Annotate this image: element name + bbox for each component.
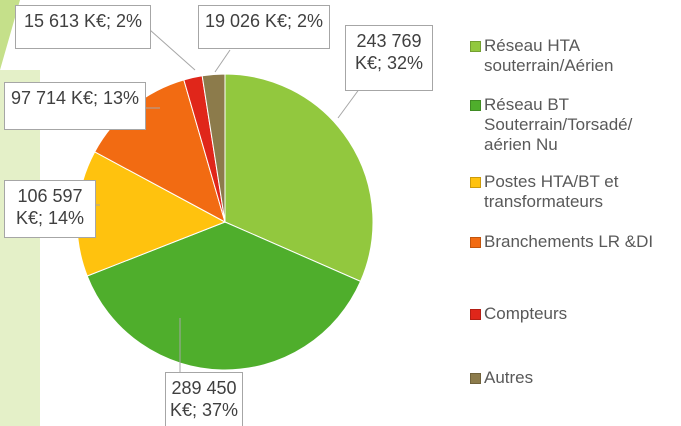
leader-line [149, 29, 196, 71]
legend-swatch [470, 373, 481, 384]
legend-item: Réseau HTA souterrain/Aérien [470, 36, 675, 76]
legend-item: Autres [470, 368, 675, 388]
legend-item: Postes HTA/BT et transformateurs [470, 172, 675, 212]
background-stripe [0, 70, 40, 426]
pie-slice [86, 221, 362, 371]
legend-swatch [470, 177, 481, 188]
legend-item: Compteurs [470, 304, 675, 324]
legend-item: Branchements LR &DI [470, 232, 675, 252]
pie-slice [224, 73, 374, 283]
legend-swatch [470, 237, 481, 248]
data-label: 243 769 K€; 32% [345, 25, 433, 91]
legend-label: Branchements LR &DI [484, 232, 654, 251]
legend-swatch [470, 309, 481, 320]
data-label: 289 450 K€; 37% [165, 372, 243, 426]
data-label: 19 026 K€; 2% [198, 5, 330, 49]
leader-line [214, 49, 231, 73]
legend-label: Réseau HTA souterrain/Aérien [484, 36, 614, 75]
pie-slice [201, 73, 226, 223]
data-label: 15 613 K€; 2% [15, 5, 151, 49]
legend-label: Réseau BT Souterrain/Torsadé/ aérien Nu [484, 95, 633, 154]
leader-line [337, 87, 361, 119]
data-label: 106 597 K€; 14% [4, 180, 96, 238]
legend-swatch [470, 100, 481, 111]
legend-label: Postes HTA/BT et transformateurs [484, 172, 619, 211]
legend-label: Compteurs [484, 304, 568, 323]
legend-swatch [470, 41, 481, 52]
legend-item: Réseau BT Souterrain/Torsadé/ aérien Nu [470, 95, 675, 155]
legend-label: Autres [484, 368, 534, 387]
data-label: 97 714 K€; 13% [4, 82, 146, 130]
